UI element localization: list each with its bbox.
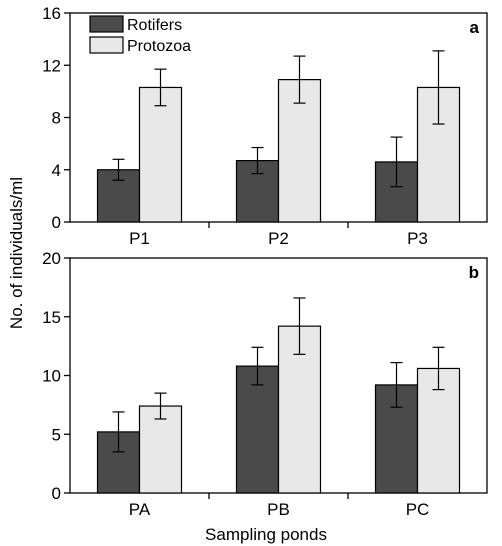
y-tick-label: 4	[52, 161, 61, 180]
y-tick-label: 8	[52, 109, 61, 128]
legend-label-protozoa: Protozoa	[127, 38, 191, 55]
bar-protozoa	[138, 405, 183, 494]
x-tick-label: P2	[268, 229, 289, 248]
legend-swatch-rotifers	[89, 15, 124, 33]
y-tick-label: 0	[52, 484, 61, 503]
panel-letter: a	[470, 18, 480, 37]
y-axis-label: No. of individuals/ml	[7, 177, 26, 329]
y-tick-label: 16	[42, 4, 61, 23]
panel-letter: b	[469, 263, 479, 282]
x-tick-label: P3	[407, 229, 428, 248]
x-tick-label: PC	[406, 500, 430, 519]
legend: Rotifers Protozoa	[89, 15, 191, 55]
x-tick-label: P1	[129, 229, 150, 248]
legend-swatch-protozoa	[89, 36, 124, 54]
y-tick-label: 0	[52, 213, 61, 232]
legend-label-rotifers: Rotifers	[127, 17, 182, 34]
x-axis-label: Sampling ponds	[205, 525, 327, 544]
y-tick-label: 10	[42, 367, 61, 386]
bar-rotifers	[235, 365, 280, 494]
x-tick-label: PB	[267, 500, 290, 519]
x-tick-label: PA	[129, 500, 151, 519]
y-tick-label: 12	[42, 56, 61, 75]
y-tick-label: 20	[42, 249, 61, 268]
chart-panel-b: 0 5 10 15 20 PA PB PC b	[42, 249, 488, 519]
y-tick-label: 15	[42, 308, 61, 327]
y-tick-label: 5	[52, 425, 61, 444]
bar-protozoa	[138, 86, 183, 223]
chart-panel-a: 0 4 8 12 16 P1 P2 P3 a Rotifers Protozoa	[42, 4, 488, 248]
